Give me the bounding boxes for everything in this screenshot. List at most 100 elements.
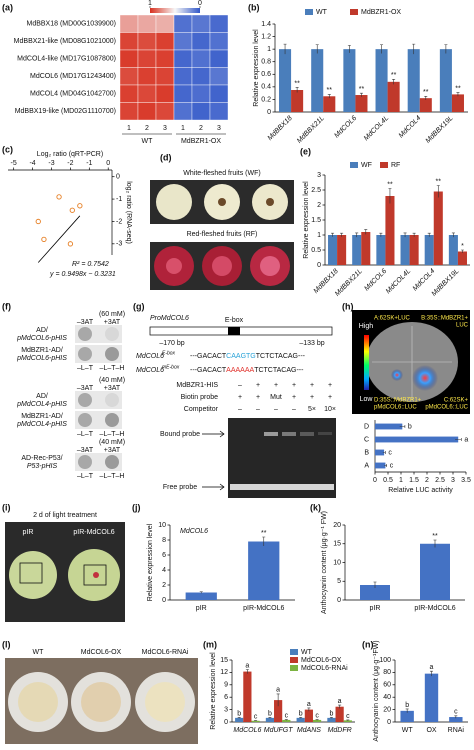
colony <box>78 393 92 407</box>
spot-label: pMdCOL6::LUC <box>425 405 468 411</box>
row-label: MdBBX19-like (MD02G1110700) <box>15 108 116 115</box>
heat-cell <box>209 49 229 68</box>
x-tick-label: OX <box>426 727 436 734</box>
bar <box>387 81 400 112</box>
heat-cell <box>173 102 193 121</box>
medium-label: –L–T <box>77 473 94 480</box>
error-bar <box>424 95 428 101</box>
colony <box>105 347 119 361</box>
bar <box>449 717 463 722</box>
y-tick-label: -3 <box>116 241 122 248</box>
heat-cell <box>209 102 229 121</box>
y-tick-label: 20 <box>333 522 341 529</box>
medium-label: –L–T–H <box>100 473 125 480</box>
bar <box>327 717 336 722</box>
spot-label: D:35S::MdBZR1+ <box>374 398 422 404</box>
y-tick-label: 8 <box>162 537 166 544</box>
y-tick-label: 60 <box>383 682 391 689</box>
scale-label: High <box>359 323 374 330</box>
x-tick-label: -4 <box>29 160 35 167</box>
legend-swatch <box>290 665 298 671</box>
bar <box>375 449 385 456</box>
medium-label: –L–T <box>77 365 94 372</box>
error-bar <box>460 249 464 253</box>
significance: a <box>430 664 434 671</box>
x-tick-label: MdCOL6 <box>233 727 261 734</box>
x-tick-label: MdCOL4 <box>412 268 437 293</box>
error-bar <box>373 581 377 588</box>
error-bar <box>245 669 249 674</box>
x-tick-label: pIR <box>196 605 207 612</box>
significance: a <box>276 687 280 694</box>
error-bar <box>412 232 416 237</box>
x-tick-label: -2 <box>67 160 73 167</box>
bar <box>265 717 275 722</box>
y-tick-label: 12 <box>220 669 228 676</box>
y-tick-label: 2 <box>317 202 321 209</box>
error-bar <box>451 232 455 238</box>
y-tick-label: 0.4 <box>261 84 271 91</box>
colony <box>78 455 92 469</box>
construct-label: AD/ <box>36 327 48 334</box>
promoter-name: ProMdCOL6 <box>150 315 189 322</box>
error-bar <box>355 232 359 238</box>
error-bar <box>433 539 437 548</box>
y-axis-label: Anthocyanin content (μg·g⁻¹ FW) <box>321 511 328 614</box>
row-cell: + <box>328 382 332 389</box>
y-tick-label: 15 <box>333 541 341 548</box>
x-tick-label: -3 <box>48 160 54 167</box>
photo-white-fruits <box>150 180 294 224</box>
y-tick-label: 3 <box>317 172 321 179</box>
medium-label: –L–T–H <box>100 365 125 372</box>
spot-label: B:35S::MdBZR1+ <box>421 316 468 322</box>
error-bar <box>262 536 266 546</box>
y-tick-label: 1.2 <box>261 33 271 40</box>
condition-label: –3AT <box>77 385 94 392</box>
row-cell: – <box>274 406 278 413</box>
bar <box>439 49 452 112</box>
probe-sequence: TCTCTACAG--- <box>254 367 304 374</box>
photo-red-fruits <box>150 242 294 290</box>
heat-cell <box>173 67 193 86</box>
y-tick-label: 6 <box>224 694 228 701</box>
bar <box>335 706 344 722</box>
error-bar <box>315 44 319 54</box>
photo-title: Red-fleshed fruits (RF) <box>187 231 258 238</box>
x-tick-label: MdCOL4L <box>363 115 391 143</box>
x-tick-label: 2.5 <box>435 477 445 484</box>
heat-cell <box>155 49 175 68</box>
x-tick-label: MdANS <box>297 727 321 734</box>
x-tick-label: pIR-MdCOL6 <box>243 605 284 612</box>
photo-calli <box>5 658 198 744</box>
colorbar-tick-label: 1 <box>148 0 152 7</box>
significance: ** <box>327 87 333 94</box>
bar <box>185 592 217 600</box>
x-tick-label: MdCOL6 <box>333 115 358 140</box>
y-tick-label: 2.5 <box>311 187 321 194</box>
photo-label: pIR <box>23 529 34 536</box>
y-axis-label: Relative expression level <box>303 181 310 259</box>
panel-label: (i) <box>2 502 11 512</box>
bar <box>355 95 368 112</box>
y-tick-label: 4 <box>162 567 166 574</box>
x-tick-label: MdCOL4L <box>385 268 413 296</box>
construct-label: pMdCOL4-pHIS <box>16 421 67 428</box>
x-tick-label: MdDFR <box>328 727 352 734</box>
promoter-diagram <box>149 326 333 336</box>
error-bar <box>327 94 331 99</box>
colony <box>78 347 92 361</box>
group-label: WT <box>142 138 154 145</box>
bar <box>385 196 395 265</box>
condition-label: +3AT <box>104 319 121 326</box>
y-tick-label: 0.2 <box>261 96 271 103</box>
concentration: (60 mM) <box>99 311 125 318</box>
error-bar <box>284 719 288 721</box>
x-tick-label: MdUFGT <box>264 727 294 734</box>
y-tick-label: 5 <box>337 578 341 585</box>
row-cell: + <box>256 382 260 389</box>
column-label: 1 <box>181 125 185 132</box>
legend-swatch <box>290 649 298 655</box>
construct-label: P53-pHIS <box>27 463 58 470</box>
heat-cell <box>119 32 139 51</box>
